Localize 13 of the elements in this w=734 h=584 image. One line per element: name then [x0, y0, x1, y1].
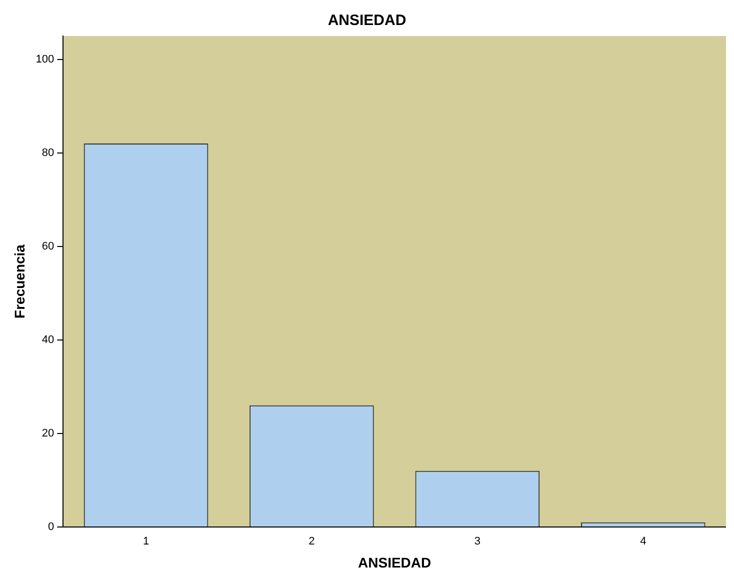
x-tick-label: 2 — [308, 536, 315, 548]
y-tick-label: 40 — [42, 334, 54, 346]
y-tick-label: 0 — [48, 521, 54, 534]
x-tick-label: 3 — [474, 536, 480, 548]
x-tick-label: 4 — [640, 536, 646, 548]
y-tick-label: 20 — [42, 428, 54, 440]
x-axis-title: ANSIEDAD — [358, 554, 432, 570]
y-tick-label: 80 — [42, 146, 54, 159]
chart-title: ANSIEDAD — [328, 12, 406, 30]
x-tick-label: 1 — [142, 536, 150, 548]
y-tick-label: 60 — [42, 240, 54, 252]
y-axis-title: Frecuencia — [11, 244, 28, 318]
y-tick-label: 100 — [36, 53, 54, 66]
